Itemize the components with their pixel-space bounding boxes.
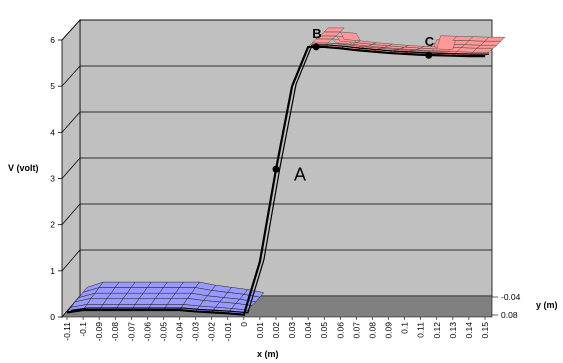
x-tick-label: -0.02 (207, 322, 217, 342)
annotations: A B C (272, 26, 435, 184)
y-tick-label: 3 (50, 174, 55, 184)
x-axis-title: x (m) (257, 349, 279, 359)
x-tick-label: -0.01 (223, 322, 233, 342)
negative-surface (66, 281, 265, 315)
y-tick-label: 4 (50, 127, 55, 137)
y-tick-label: 5 (50, 81, 55, 91)
y-tick-label: 6 (50, 35, 55, 45)
x-tick-label: 0.05 (319, 322, 329, 339)
x-tick-label: -0.11 (62, 322, 72, 341)
y-tick-label: 2 (50, 220, 55, 230)
surface-cell (323, 27, 345, 33)
x-tick-label: -0.04 (175, 322, 185, 342)
gridline-side (61, 65, 81, 87)
z-tick-label: -0.04 (501, 292, 521, 302)
annotation-label-c: C (425, 34, 435, 49)
x-tick-label: 0.11 (416, 322, 426, 338)
x-tick-label: 0.03 (287, 322, 297, 339)
y-tick-label: 1 (50, 266, 55, 276)
y-axis-ticks: 0 1 2 3 4 5 6 (50, 35, 62, 322)
x-tick-label: -0.1 (78, 322, 88, 337)
x-tick-label: -0.08 (110, 322, 120, 342)
x-tick-label: 0.14 (464, 322, 474, 339)
x-tick-label: 0.02 (271, 322, 281, 339)
x-tick-label: 0 (239, 322, 249, 327)
x-tick-label: -0.03 (191, 322, 201, 342)
x-tick-label: 0.13 (448, 322, 458, 339)
x-tick-label: -0.06 (142, 322, 152, 342)
x-tick-label: 0.1 (400, 322, 410, 334)
annotation-point-b (312, 43, 320, 51)
x-tick-label: 0.04 (303, 322, 313, 339)
y-tick-label: 0 (50, 312, 55, 322)
annotation-point-a (272, 165, 280, 173)
x-tick-label: 0.07 (351, 322, 361, 339)
x-tick-label: -0.05 (158, 322, 168, 342)
gridline-side (61, 19, 81, 41)
gridline-side (61, 249, 81, 272)
x-tick-label: -0.09 (94, 322, 104, 342)
z-axis-ticks: -0.04 0.08 (492, 292, 521, 320)
annotation-label-b: B (312, 26, 321, 41)
gridline-side (61, 111, 81, 133)
x-axis-ticks: -0.11 -0.1 -0.09 -0.08 -0.07 -0.06 -0.05 -0.04-… (62, 317, 490, 341)
z-tick-label: 0.08 (501, 310, 518, 320)
annotation-point-c (425, 51, 433, 59)
voltage-line-back (70, 44, 489, 314)
x-tick-label: 0.15 (480, 322, 490, 339)
z-axis-title: y (m) (536, 300, 558, 310)
surface-cell (484, 36, 506, 42)
x-tick-label: 0.08 (367, 322, 377, 339)
x-tick-label: 0.09 (384, 322, 394, 339)
gridline-side (61, 203, 81, 225)
gridline-side (61, 157, 81, 179)
x-tick-label: 0.12 (432, 322, 442, 339)
y-axis-title: V (volt) (8, 163, 39, 173)
gridlines (61, 19, 492, 272)
x-tick-label: 0.06 (335, 322, 345, 339)
x-tick-label: 0.01 (255, 322, 265, 339)
x-tick-label: -0.07 (126, 322, 136, 342)
annotation-label-a: A (294, 164, 306, 184)
